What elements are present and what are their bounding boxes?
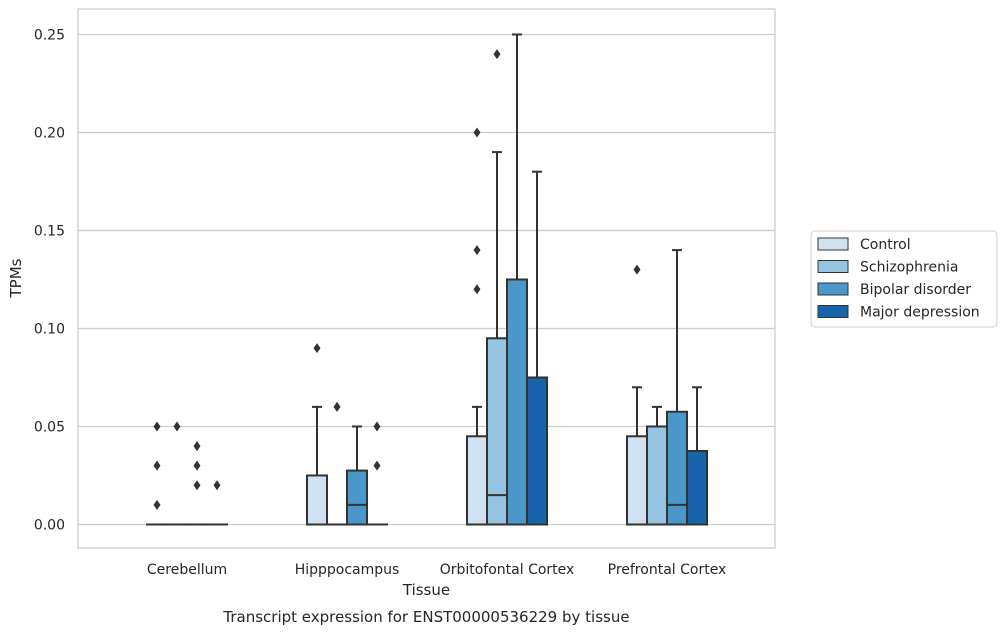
outlier-point [153, 460, 161, 471]
box [486, 49, 508, 526]
box-body [306, 474, 328, 526]
y-tick-label: 0.15 [34, 223, 65, 239]
legend: Control Schizophrenia Bipolar disorder Majo… [810, 230, 998, 328]
x-tick-label: Prefrontal Cortex [608, 562, 727, 578]
legend-swatch [817, 305, 849, 318]
legend-swatch [817, 260, 849, 273]
legend-label: Major depression [860, 305, 980, 321]
box-body [666, 410, 688, 526]
category-group [626, 249, 708, 526]
category-group [146, 421, 228, 526]
legend-label: Bipolar disorder [860, 282, 971, 298]
box [626, 264, 648, 526]
category-group [466, 33, 548, 526]
y-tick-labels: 0.00 0.05 0.10 0.15 0.20 0.25 [34, 27, 65, 533]
box-body [626, 435, 648, 526]
box-body [346, 469, 368, 526]
legend-item: Bipolar disorder [817, 282, 971, 298]
x-axis-label: Tissue [402, 581, 450, 599]
legend-item: Schizophrenia [817, 260, 958, 276]
outlier-point [213, 480, 221, 491]
y-axis-label: TPMs [7, 258, 25, 298]
box-body [466, 435, 488, 526]
outlier-point [473, 245, 481, 256]
y-tick-label: 0.20 [34, 125, 65, 141]
box [366, 421, 388, 526]
legend-frame [810, 230, 998, 328]
outlier-point [333, 401, 341, 412]
outlier-point [373, 460, 381, 471]
box [686, 386, 708, 526]
box-groups [146, 33, 708, 526]
box-body [486, 337, 508, 526]
outlier-point [193, 441, 201, 452]
box [206, 480, 228, 526]
legend-swatch [817, 237, 849, 251]
outlier-point [193, 480, 201, 491]
outlier-point [313, 343, 321, 354]
outlier-point [493, 49, 501, 60]
box [466, 127, 488, 526]
x-tick-labels: Cerebellum Hipppocampus Orbitofontal Corte… [147, 562, 726, 578]
x-tick-label: Hipppocampus [295, 562, 400, 578]
legend-swatch [817, 282, 849, 296]
y-tick-label: 0.05 [34, 419, 65, 435]
outlier-point [153, 421, 161, 432]
outlier-point [193, 460, 201, 471]
chart-caption: Transcript expression for ENST0000053622… [222, 608, 629, 626]
legend-item: Control [817, 237, 911, 253]
legend-label: Control [860, 237, 911, 253]
outlier-point [173, 421, 181, 432]
category-group [306, 343, 388, 526]
outlier-point [473, 284, 481, 295]
x-tick-label: Cerebellum [147, 562, 227, 578]
outlier-point [373, 421, 381, 432]
outlier-point [473, 127, 481, 138]
box [506, 33, 528, 526]
y-tick-label: 0.25 [34, 27, 65, 43]
outlier-point [153, 499, 161, 510]
y-tick-label: 0.00 [34, 517, 65, 533]
box-body [506, 278, 528, 526]
box [666, 249, 688, 526]
x-tick-label: Orbitofontal Cortex [440, 562, 575, 578]
legend-item: Major depression [817, 305, 980, 321]
y-tick-label: 0.10 [34, 321, 65, 337]
legend-label: Schizophrenia [860, 260, 958, 276]
box-body [646, 425, 668, 526]
box-body [526, 376, 548, 526]
box [526, 170, 548, 526]
box [306, 343, 328, 526]
box [346, 425, 368, 526]
outlier-point [633, 264, 641, 275]
box-body [686, 449, 708, 526]
plot-area [77, 8, 776, 549]
